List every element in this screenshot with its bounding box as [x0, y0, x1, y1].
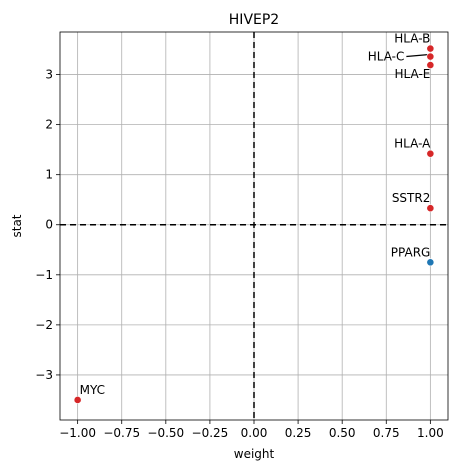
data-point	[426, 258, 435, 267]
y-tick-label: 2	[45, 118, 53, 132]
data-points	[73, 44, 435, 404]
y-tick-label: −2	[35, 318, 53, 332]
y-tick-label: 0	[45, 218, 53, 232]
point-label: MYC	[80, 383, 105, 397]
chart-title: HIVEP2	[229, 12, 279, 28]
y-tick-label: 3	[45, 68, 53, 82]
x-tick-label: −0.50	[147, 426, 184, 440]
x-tick-label: −0.75	[103, 426, 140, 440]
data-point	[73, 396, 82, 404]
x-tick-label: 1.00	[417, 426, 444, 440]
reference-lines	[60, 32, 448, 420]
x-tick-label: 0.50	[329, 426, 356, 440]
x-tick-label: 0.00	[241, 426, 268, 440]
data-point	[426, 149, 435, 158]
y-tick-label: −3	[35, 368, 53, 382]
point-label: HLA-E	[395, 67, 431, 81]
point-label: PPARG	[391, 245, 431, 259]
x-axis-ticks: −1.00 −0.75 −0.50 −0.25 0.00 0.25 0.50 0.75 1.00	[59, 420, 444, 440]
point-label: SSTR2	[392, 191, 431, 205]
point-labels: HLA-B HLA-C HLA-E HLA-A SSTR2 PPARG MYC	[80, 32, 432, 397]
label-leaders	[406, 53, 430, 58]
x-axis-title: weight	[234, 447, 275, 461]
point-label: HLA-A	[394, 137, 431, 151]
point-label: HLA-C	[368, 50, 405, 64]
data-point	[426, 61, 435, 69]
data-point	[426, 204, 435, 213]
point-label: HLA-B	[394, 32, 430, 46]
y-tick-label: −1	[35, 268, 53, 282]
x-tick-label: 0.75	[373, 426, 400, 440]
x-tick-label: 0.25	[285, 426, 312, 440]
data-point	[426, 44, 435, 53]
y-axis-ticks: −3 −2 −1 0 1 2 3	[35, 68, 60, 382]
data-point	[426, 52, 435, 61]
x-tick-label: −1.00	[59, 426, 96, 440]
y-axis-title: stat	[10, 214, 24, 237]
x-tick-label: −0.25	[192, 426, 229, 440]
y-tick-label: 1	[45, 168, 53, 182]
label-leader-line	[406, 53, 430, 58]
